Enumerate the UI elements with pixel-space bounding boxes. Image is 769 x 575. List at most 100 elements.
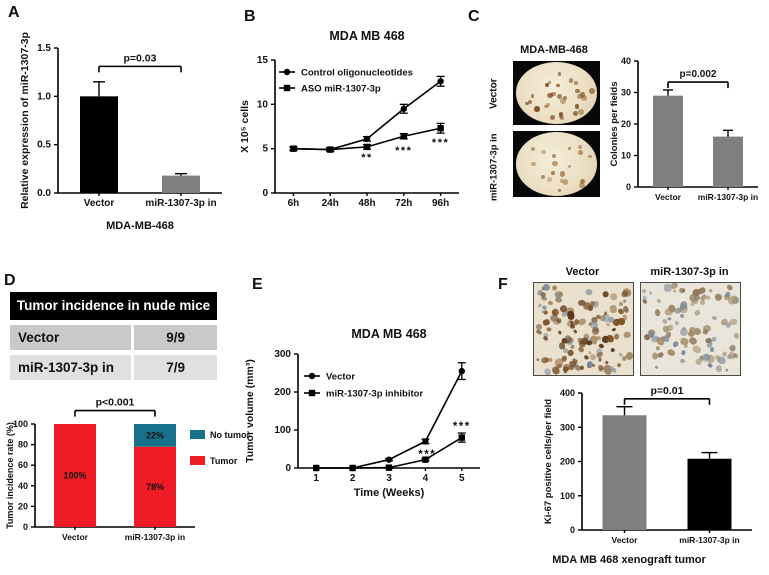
colony-dot	[550, 171, 555, 175]
colony-dot	[528, 99, 533, 104]
colony-dot	[547, 80, 552, 85]
stained-cell	[572, 328, 578, 335]
ihc-image-vector	[533, 282, 634, 376]
svg-text:p=0.01: p=0.01	[651, 385, 684, 397]
panel-c-bar-chart: 0 10 20 30 40 Vector miR-1307-3p in Colonies pe…	[604, 4, 769, 218]
panel-d-label: D	[4, 272, 16, 289]
colony-dot	[588, 154, 592, 159]
svg-text:MDA MB 468: MDA MB 468	[351, 327, 426, 341]
stained-cell	[690, 344, 703, 356]
svg-text:miR-1307-3p in: miR-1307-3p in	[698, 192, 758, 202]
svg-text:0: 0	[262, 188, 268, 199]
svg-text:6h: 6h	[288, 198, 300, 209]
svg-text:***: ***	[432, 137, 449, 149]
stained-cell	[552, 319, 560, 325]
stained-cell	[678, 336, 689, 346]
stained-cell	[681, 349, 686, 356]
svg-text:***: ***	[453, 421, 471, 433]
stained-cell	[542, 283, 551, 292]
colony-dot	[549, 115, 556, 121]
svg-text:80: 80	[18, 440, 28, 450]
stained-cell	[622, 331, 631, 339]
stained-cell	[576, 317, 587, 327]
stained-cell	[547, 357, 553, 363]
stained-cell	[545, 326, 552, 332]
svg-text:0: 0	[23, 522, 28, 532]
colony-dot	[577, 145, 582, 149]
svg-text:0.5: 0.5	[37, 140, 51, 151]
stained-cell	[618, 301, 624, 307]
stained-cell	[579, 365, 585, 371]
stained-cell	[672, 289, 678, 294]
table-cell: 7/9	[134, 355, 217, 380]
svg-text:***: ***	[418, 449, 436, 461]
panel-c-images-title: MDA-MB-468	[520, 44, 588, 56]
svg-text:30: 30	[621, 88, 631, 98]
colony-dot	[530, 147, 536, 152]
table-header: Tumor incidence in nude mice	[10, 292, 217, 320]
stained-cell	[625, 351, 633, 361]
colony-dot	[544, 105, 548, 109]
svg-text:100: 100	[274, 425, 291, 436]
stained-cell	[678, 312, 685, 319]
stained-cell	[732, 332, 740, 340]
svg-text:miR-1307-3p in: miR-1307-3p in	[145, 198, 216, 209]
svg-text:Tumor: Tumor	[210, 456, 238, 466]
stained-cell	[689, 326, 697, 336]
stained-cell	[559, 304, 568, 313]
stained-cell	[602, 290, 609, 299]
stained-cell	[682, 288, 687, 293]
colony-dot	[548, 93, 553, 98]
table-row: miR-1307-3p in 7/9	[10, 355, 217, 380]
colony-image-mir	[513, 131, 600, 197]
stained-cell	[556, 318, 562, 324]
colony-image-vector	[513, 61, 600, 125]
svg-text:20: 20	[621, 119, 631, 129]
colony-dot	[557, 93, 562, 99]
colony-dot	[524, 101, 529, 106]
stained-cell	[611, 327, 617, 333]
panel-c-image-label-vector: Vector	[488, 78, 500, 110]
stained-cell	[551, 284, 558, 291]
stained-cell	[582, 353, 590, 361]
stained-cell	[586, 339, 593, 345]
stained-cell	[654, 308, 661, 317]
colony-dot	[541, 149, 546, 155]
stained-cell	[608, 291, 619, 302]
svg-text:No tumor: No tumor	[210, 430, 250, 440]
svg-text:300: 300	[560, 422, 575, 432]
colony-dot	[578, 150, 583, 155]
stained-cell	[664, 308, 673, 317]
svg-text:5: 5	[459, 473, 465, 484]
table-cell: Vector	[10, 325, 135, 350]
svg-text:40: 40	[621, 56, 631, 66]
stained-cell	[541, 296, 548, 302]
svg-text:1.5: 1.5	[37, 43, 51, 54]
svg-text:MDA MB 468: MDA MB 468	[329, 29, 404, 43]
stained-cell	[666, 348, 676, 358]
svg-text:Tumor incidence rate (%): Tumor incidence rate (%)	[5, 422, 15, 529]
svg-text:Relative expression of miR-130: Relative expression of miR-1307-3p	[19, 32, 31, 209]
panel-d: D Tumor incidence in nude mice Vector 9/…	[4, 272, 250, 572]
panel-e: E 0 100 200 300 1 2 3 4 5 Tumor volume (mm³) Time …	[244, 270, 484, 572]
stained-cell	[656, 298, 661, 304]
svg-text:Colonies per fields: Colonies per fields	[609, 82, 620, 167]
stained-cell	[655, 345, 661, 350]
svg-text:miR-1307-3p inhibitor: miR-1307-3p inhibitor	[326, 389, 423, 400]
svg-text:**: **	[361, 152, 373, 164]
svg-text:0: 0	[285, 463, 291, 474]
colony-dot	[552, 154, 556, 158]
svg-text:0: 0	[626, 182, 631, 192]
stained-cell	[714, 364, 723, 373]
stained-cell	[641, 288, 647, 294]
svg-text:X 10⁵ cells: X 10⁵ cells	[239, 100, 251, 153]
stained-cell	[710, 346, 715, 352]
svg-text:Vector: Vector	[62, 532, 89, 542]
stained-cell	[605, 322, 611, 328]
stained-cell	[699, 298, 707, 306]
svg-text:Vector: Vector	[326, 372, 355, 383]
colony-dot	[560, 179, 564, 183]
colony-dot	[558, 189, 562, 193]
svg-text:78%: 78%	[146, 482, 164, 492]
svg-text:Ki-67 positive cells/per field: Ki-67 positive cells/per field	[543, 399, 554, 524]
